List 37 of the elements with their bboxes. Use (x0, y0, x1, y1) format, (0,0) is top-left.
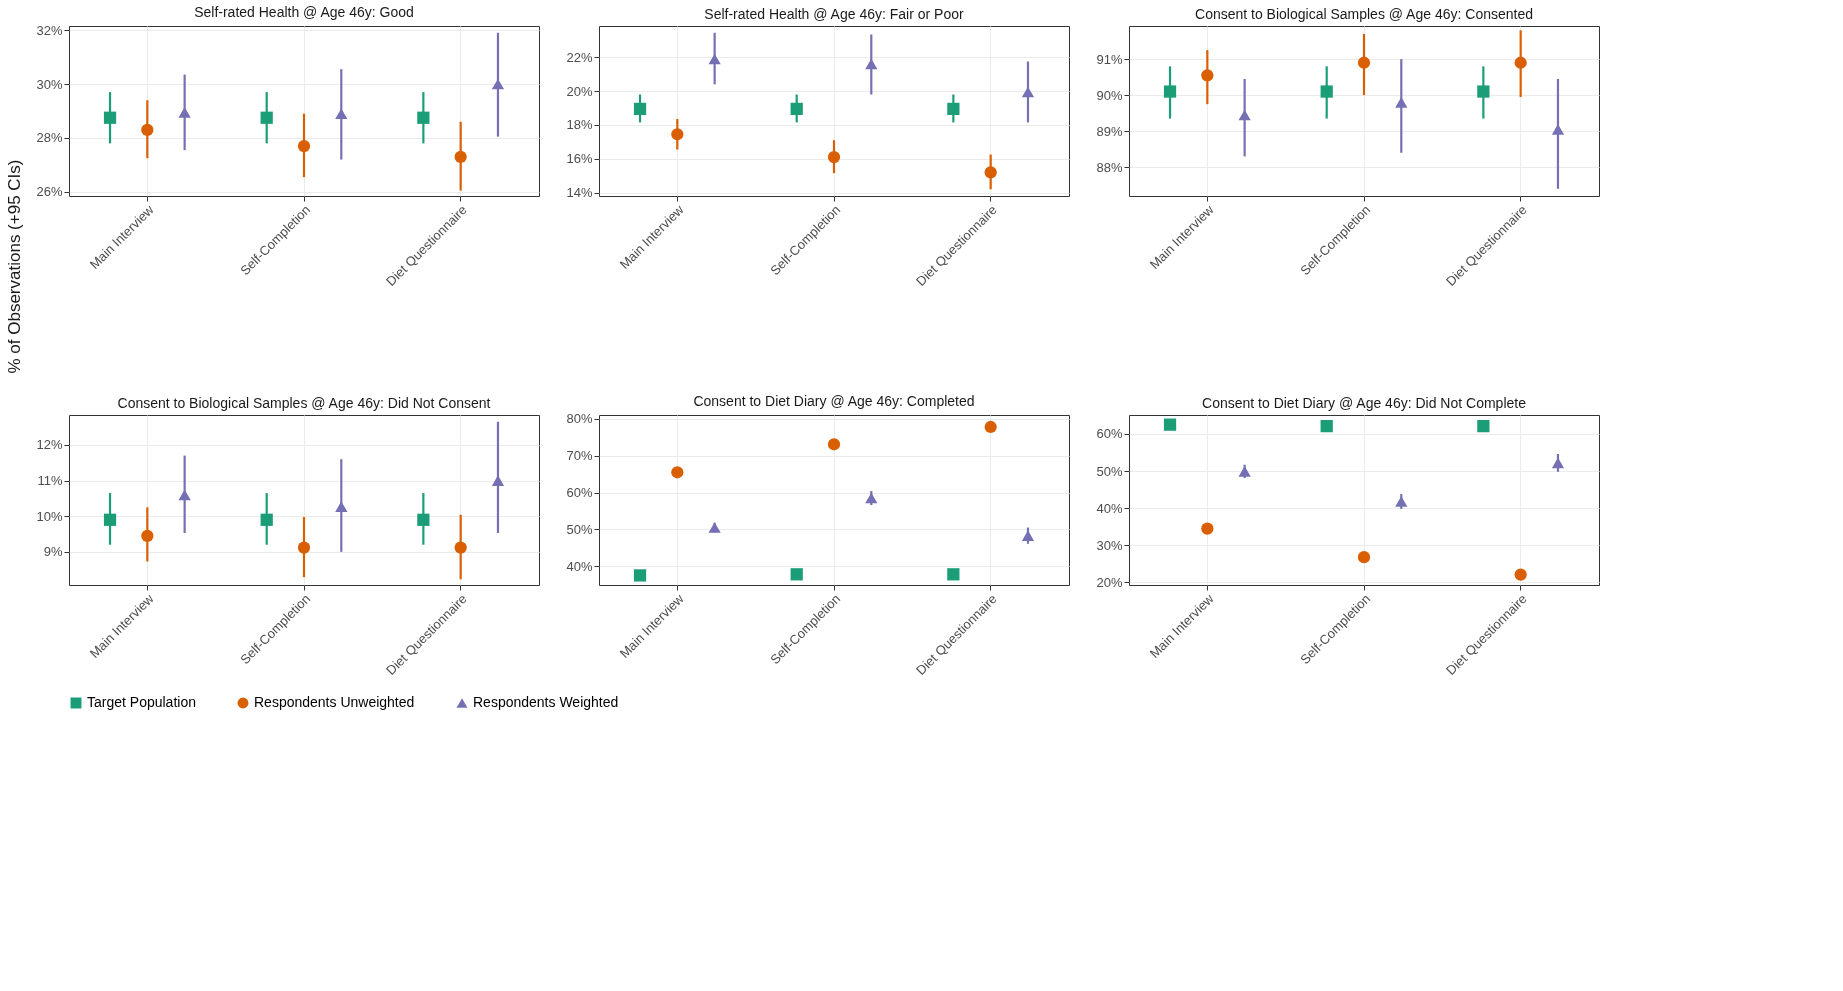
y-tick-label: 12% (36, 437, 63, 453)
y-tick-label: 40% (1096, 500, 1123, 516)
y-tick-label: 80% (566, 411, 593, 427)
y-tick-label: 50% (566, 521, 593, 537)
chart-title: Self-rated Health @ Age 46y: Good (194, 4, 414, 21)
y-tick-label: 60% (566, 485, 593, 501)
y-tick-label: 16% (566, 151, 593, 167)
y-tick-label: 90% (1096, 87, 1123, 103)
y-tick-label: 28% (36, 130, 63, 146)
y-tick-label: 91% (1096, 51, 1123, 67)
y-tick-label: 14% (566, 185, 593, 201)
y-tick-label: 18% (566, 117, 593, 133)
y-tick-label: 60% (1096, 426, 1123, 442)
chart-title: Consent to Diet Diary @ Age 46y: Completed (693, 392, 975, 409)
y-tick-label: 40% (566, 558, 593, 574)
y-tick-label: 10% (36, 508, 63, 524)
y-tick-label: 88% (1096, 159, 1123, 175)
y-tick-label: 20% (566, 83, 593, 99)
chart-title: Consent to Biological Samples @ Age 46y: Did Not Consent (117, 395, 491, 411)
chart-title: Self-rated Health @ Age 46y: Fair or Poor (704, 6, 964, 22)
y-tick-label: 30% (36, 76, 63, 92)
y-tick-label: 89% (1096, 123, 1123, 139)
legend-label: Respondents Weighted (473, 694, 619, 710)
y-tick-label: 9% (43, 544, 63, 560)
chart-title: Consent to Biological Samples @ Age 46y: Consented (1195, 6, 1533, 22)
y-tick-label: 30% (1096, 537, 1123, 553)
y-tick-label: 70% (566, 448, 593, 464)
y-tick-label: 32% (36, 22, 63, 38)
legend-label: Target Population (87, 694, 196, 710)
y-tick-label: 50% (1096, 463, 1123, 479)
y-tick-label: 26% (36, 184, 63, 200)
chart-title: Consent to Diet Diary @ Age 46y: Did Not Complete (1202, 395, 1527, 411)
y-tick-label: 22% (566, 49, 593, 65)
legend-label: Respondents Unweighted (254, 694, 415, 710)
y-tick-label: 11% (37, 473, 63, 489)
y-axis-title: % of Observations (+95 CIs) (5, 159, 25, 374)
y-tick-label: 20% (1096, 574, 1123, 590)
